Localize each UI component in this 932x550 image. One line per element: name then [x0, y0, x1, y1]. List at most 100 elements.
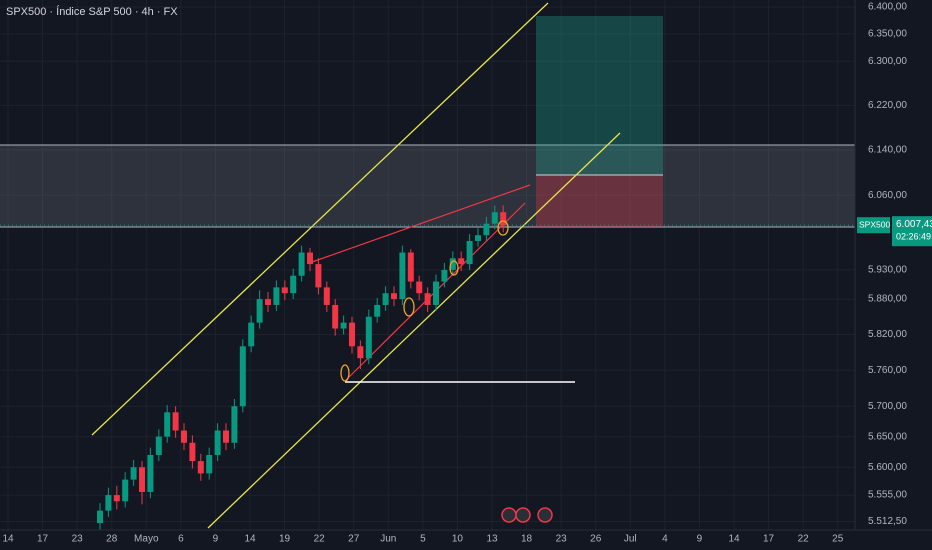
chart-title: SPX500 · Índice S&P 500 · 4h · FX: [6, 5, 178, 18]
candles: [97, 205, 507, 530]
candle-body: [332, 304, 339, 329]
y-tick-label: 6.400,00: [868, 2, 907, 13]
y-tick-label: 5.700,00: [868, 401, 907, 412]
candle-body: [315, 264, 322, 288]
candle-body: [340, 322, 347, 329]
y-tick-label: 5.760,00: [868, 365, 907, 376]
x-tick-label: 26: [590, 534, 602, 545]
candle-body: [164, 412, 171, 437]
resistance-zone: [0, 145, 855, 227]
candle-body: [382, 293, 389, 305]
candle-body: [298, 252, 305, 276]
x-tick-label: 9: [213, 534, 219, 545]
candle-body: [231, 406, 238, 443]
x-tick-label: 10: [452, 534, 464, 545]
candle-body: [391, 293, 397, 300]
candle-body: [214, 430, 221, 455]
x-tick-label: 9: [697, 534, 703, 545]
candle-body: [491, 212, 498, 224]
y-tick-label: 6.220,00: [868, 100, 907, 111]
last-price-label: 6.007,43: [896, 219, 932, 230]
touch-point: [449, 260, 459, 276]
candle-body: [374, 304, 381, 317]
candle-body: [281, 287, 288, 294]
candle-body: [307, 252, 313, 265]
y-tick-label: 5.930,00: [868, 265, 907, 276]
candle-body: [113, 495, 120, 502]
x-tick-label: 14: [2, 534, 14, 545]
candle-body: [407, 252, 414, 282]
channel-top: [91, 2, 549, 436]
x-tick-label: 14: [244, 534, 256, 545]
touch-point: [403, 297, 415, 317]
touch-point: [340, 364, 350, 382]
x-tick-label: 27: [348, 534, 360, 545]
candle-body: [399, 252, 406, 300]
candle-body: [105, 495, 112, 511]
x-tick-label: 28: [106, 534, 118, 545]
candle-body: [483, 223, 490, 236]
candle-body: [97, 510, 103, 524]
y-tick-label: 6.140,00: [868, 145, 907, 156]
y-tick-label: 5.555,00: [868, 490, 907, 501]
channel-bottom: [207, 132, 621, 529]
event-icon[interactable]: [515, 507, 531, 523]
candle-body: [223, 430, 229, 443]
x-tick-label: 6: [178, 534, 184, 545]
y-tick-label: 6.350,00: [868, 29, 907, 40]
candle-body: [475, 235, 481, 241]
candle-body: [172, 412, 179, 431]
candle-body: [290, 275, 297, 294]
x-tick-label: 23: [72, 534, 84, 545]
symbol-label: SPX500: [859, 219, 890, 229]
x-tick-label: 4: [662, 534, 668, 545]
candle-body: [155, 436, 162, 455]
candle-body: [189, 442, 196, 462]
candle-body: [441, 269, 448, 282]
candle-body: [458, 258, 465, 265]
candle-body: [256, 299, 263, 323]
candle-body: [349, 322, 355, 347]
candle-body: [265, 299, 271, 305]
x-tick-label: 18: [521, 534, 533, 545]
touch-point: [497, 220, 509, 236]
x-tick-label: 17: [763, 534, 775, 545]
x-tick-label: Mayo: [134, 534, 159, 545]
event-icon[interactable]: [537, 507, 553, 523]
candle-body: [147, 454, 154, 492]
x-tick-label: 25: [832, 534, 844, 545]
countdown-label: 02:26:49: [896, 232, 931, 242]
x-tick-label: Jul: [624, 534, 637, 545]
candle-body: [323, 287, 330, 305]
candle-body: [357, 346, 364, 359]
candle-body: [206, 454, 213, 474]
x-tick-label: 13: [486, 534, 498, 545]
candle-body: [466, 240, 473, 265]
x-tick-label: 19: [279, 534, 291, 545]
candle-body: [139, 467, 145, 492]
y-tick-label: 5.600,00: [868, 462, 907, 473]
candle-body: [122, 479, 129, 502]
candle-body: [248, 322, 255, 347]
event-icons[interactable]: [501, 507, 553, 523]
y-tick-label: 5.820,00: [868, 329, 907, 340]
candle-body: [273, 287, 280, 305]
candle-body: [449, 258, 456, 270]
x-tick-label: Jun: [380, 534, 396, 545]
candle-body: [500, 212, 507, 226]
stop-box: [536, 175, 663, 227]
x-tick-label: 17: [37, 534, 49, 545]
y-tick-label: 5.512,50: [868, 516, 907, 527]
candle-body: [365, 316, 372, 359]
wedge-top: [311, 184, 531, 263]
candle-body: [197, 461, 204, 474]
x-tick-label: 22: [798, 534, 810, 545]
grid: [0, 0, 855, 530]
event-icon[interactable]: [501, 507, 517, 523]
y-tick-label: 6.300,00: [868, 56, 907, 67]
candle-body: [181, 430, 187, 443]
candle-body: [433, 281, 439, 305]
candle-body: [130, 467, 137, 480]
y-tick-label: 5.880,00: [868, 294, 907, 305]
